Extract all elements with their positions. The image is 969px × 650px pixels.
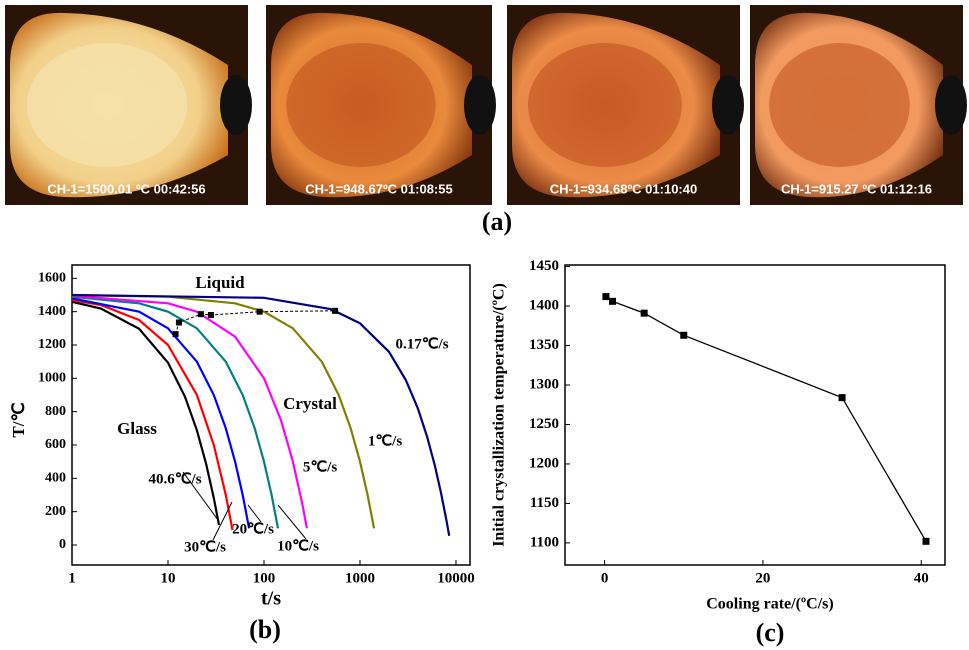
series-label: 40.6℃/s — [148, 471, 201, 487]
chart-b: 0 200 400 600 800 1000 1200 1400 1600 1 10 100 1000 1… — [9, 265, 475, 610]
data-point — [641, 310, 648, 317]
y-tick-label: 1600 — [38, 271, 66, 286]
y-axis-title: Initial crystallization temperature/(ºC) — [491, 283, 508, 547]
annotation: Glass — [117, 419, 157, 438]
melt — [528, 43, 682, 167]
annotation: Crystal — [283, 394, 337, 413]
label-arrow — [248, 505, 261, 522]
cooling-curve — [72, 300, 233, 530]
series-label: 5℃/s — [303, 459, 338, 475]
photo-caption: CH-1=934.68ºC 01:10:40 — [550, 181, 697, 196]
y-tick-label: 1450 — [529, 258, 559, 274]
chart-c: 1100 1150 1200 1250 1300 1350 1400 1450 0 20 40 Coo… — [491, 258, 945, 613]
x-tick-label: 20 — [755, 570, 770, 586]
series-label: 20℃/s — [232, 521, 274, 537]
figure: CH-1=1500.01 ºC 00:42:56 CH-1=948.67ºC 01… — [0, 0, 969, 650]
x-tick-label: 40 — [914, 570, 929, 586]
y-tick-label: 1150 — [530, 495, 559, 511]
x-tick-label: 1 — [68, 570, 76, 586]
onset-marker — [176, 320, 182, 326]
series-label: 30℃/s — [184, 539, 226, 555]
series-label: 1℃/s — [368, 433, 403, 449]
data-point — [602, 293, 609, 300]
data-point — [839, 394, 846, 401]
photo-caption: CH-1=915.27 ºC 01:12:16 — [781, 181, 932, 196]
panel-label: (b) — [249, 615, 281, 644]
y-tick-label: 1250 — [529, 416, 559, 432]
y-tick-label: 1400 — [38, 304, 66, 319]
thermocouple — [935, 75, 967, 135]
photo-row: CH-1=1500.01 ºC 00:42:56 CH-1=948.67ºC 01… — [5, 5, 967, 205]
x-axis-title: Cooling rate/(ºC/s) — [706, 596, 833, 613]
onset-marker — [332, 308, 338, 314]
y-tick-label: 1300 — [529, 376, 559, 392]
thermocouple — [712, 75, 744, 135]
onset-marker — [198, 311, 204, 317]
y-tick-label: 1200 — [529, 455, 559, 471]
y-tick-label: 600 — [45, 437, 66, 452]
y-tick-label: 400 — [45, 471, 66, 486]
data-line — [606, 297, 926, 542]
y-tick-label: 1350 — [529, 337, 559, 353]
onset-marker — [208, 312, 214, 318]
cooling-curve — [72, 298, 249, 528]
y-tick-label: 1400 — [529, 297, 559, 313]
photo-caption: CH-1=1500.01 ºC 00:42:56 — [47, 181, 205, 196]
x-tick-label: 10 — [160, 570, 175, 586]
x-tick-label: 10000 — [437, 570, 475, 586]
series-label: 10℃/s — [277, 538, 319, 554]
melt — [286, 43, 435, 167]
panel-label: (a) — [482, 207, 512, 236]
cooling-curve — [72, 295, 449, 536]
y-axis-title: T/℃ — [9, 402, 28, 437]
data-point — [609, 298, 616, 305]
panel-label: (c) — [756, 618, 785, 647]
thermocouple — [464, 75, 496, 135]
y-tick-label: 0 — [59, 537, 66, 552]
x-tick-label: 100 — [253, 570, 276, 586]
plot-frame — [565, 265, 945, 565]
series-label: 0.17℃/s — [395, 336, 448, 352]
melt — [769, 43, 910, 167]
data-point — [923, 538, 930, 545]
label-arrow — [278, 505, 306, 539]
y-tick-label: 1200 — [38, 337, 66, 352]
x-axis-title: t/s — [261, 588, 281, 610]
melt — [27, 43, 187, 167]
thermocouple — [220, 75, 252, 135]
onset-marker — [257, 309, 263, 315]
y-tick-label: 1000 — [38, 371, 66, 386]
y-tick-label: 1100 — [530, 534, 559, 550]
annotation: Liquid — [195, 273, 245, 292]
y-tick-label: 800 — [45, 404, 66, 419]
y-tick-label: 200 — [45, 504, 66, 519]
x-tick-label: 1000 — [345, 570, 375, 586]
photo-caption: CH-1=948.67ºC 01:08:55 — [305, 181, 452, 196]
onset-marker — [173, 331, 179, 337]
data-point — [680, 332, 687, 339]
x-tick-label: 0 — [601, 570, 609, 586]
